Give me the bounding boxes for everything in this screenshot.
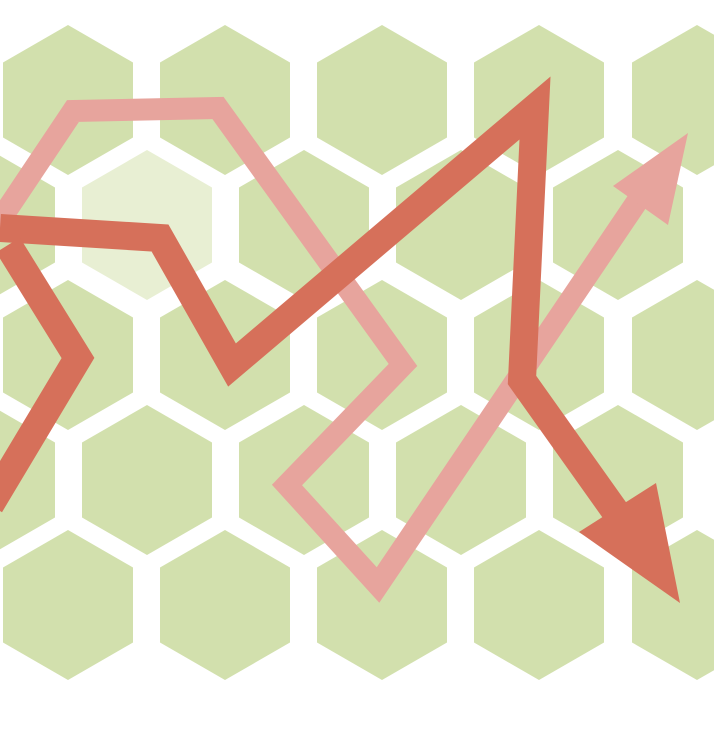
hexagon-cell <box>474 530 604 680</box>
arrow-paths <box>0 76 688 603</box>
hexagon-cell <box>317 25 447 175</box>
hexagon-cell <box>317 280 447 430</box>
hexagon-cell <box>3 530 133 680</box>
light-arrowhead <box>613 133 688 225</box>
hexagon-cell <box>160 530 290 680</box>
dark-arrow-path <box>0 76 637 534</box>
hexagon-cell <box>632 25 714 175</box>
hexagon-cell <box>3 25 133 175</box>
hexagon-cell <box>632 280 714 430</box>
hexagon-cell <box>82 405 212 555</box>
dark-arrow-path-left <box>0 237 95 513</box>
light-arrow-path <box>0 96 665 603</box>
dark-arrowhead <box>579 483 680 603</box>
